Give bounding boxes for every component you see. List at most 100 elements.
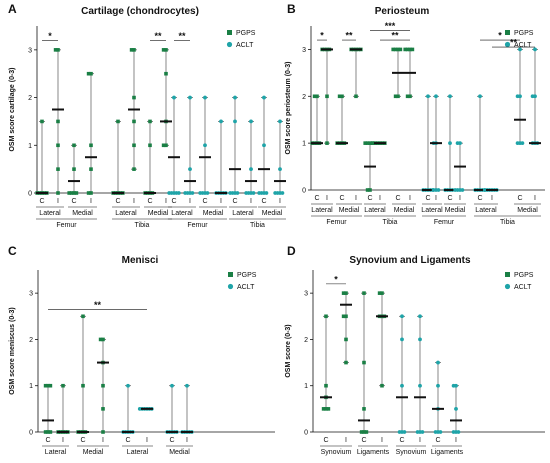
ci-tick-label: C — [367, 195, 372, 202]
data-point-pgps — [324, 383, 328, 388]
bone-label: Tibia — [250, 222, 265, 229]
data-point-pgps — [46, 430, 50, 434]
region-label: Lateral — [311, 207, 333, 214]
y-tick-label: 3 — [304, 291, 308, 298]
region-label: Medial — [445, 207, 466, 214]
data-point-pgps — [132, 95, 136, 100]
data-point-pgps — [371, 141, 375, 145]
data-point-aclt — [400, 383, 404, 388]
data-point-pgps — [341, 314, 346, 319]
region-label: Lateral — [232, 210, 254, 217]
data-point-pgps — [337, 94, 342, 99]
legend-marker-aclt — [227, 283, 234, 290]
data-point-pgps — [86, 191, 91, 195]
data-point-pgps — [74, 191, 79, 195]
data-point-aclt — [190, 191, 195, 195]
data-point-aclt — [448, 94, 452, 99]
data-point-pgps — [72, 191, 76, 195]
data-point-aclt — [400, 314, 404, 319]
data-point-pgps — [56, 191, 60, 195]
data-point-aclt — [203, 143, 207, 148]
data-point-aclt — [482, 188, 487, 192]
panel-title: Periosteum — [375, 6, 430, 17]
y-axis-label: OSM score cartilage (0-3) — [9, 67, 16, 151]
data-point-pgps — [98, 337, 103, 342]
data-point-aclt — [397, 430, 402, 434]
region-label: Medial — [83, 449, 104, 456]
data-point-aclt — [251, 191, 256, 195]
ci-tick-label: C — [202, 198, 207, 205]
region-label: Lateral — [127, 449, 149, 456]
data-point-pgps — [164, 48, 168, 52]
region-label: Lateral — [39, 210, 61, 217]
data-point-pgps — [132, 119, 136, 124]
data-point-pgps — [321, 407, 326, 411]
data-point-pgps — [324, 407, 328, 411]
ci-tick-label: I — [534, 195, 536, 202]
ci-tick-label: I — [381, 437, 383, 444]
ci-tick-label: C — [425, 195, 430, 202]
panel-c: C Menisci OSM score meniscus (0-3) 0 1 2 3 PGPS… — [8, 244, 275, 456]
panel-title: Cartilage (chondrocytes) — [81, 6, 199, 17]
region-label: Lateral — [115, 210, 137, 217]
data-point-aclt — [456, 430, 461, 434]
ci-tick-label: I — [409, 195, 411, 202]
data-point-pgps — [393, 47, 398, 52]
ci-tick-label: I — [435, 195, 437, 202]
data-point-pgps — [396, 47, 400, 52]
data-point-pgps — [340, 94, 344, 99]
bone-label: Tibia — [135, 222, 150, 229]
bone-label: Tibia — [500, 219, 515, 226]
region-label: Lateral — [45, 449, 67, 456]
region-label: Medial — [262, 210, 283, 217]
legend-marker-pgps — [505, 30, 510, 35]
data-point-pgps — [344, 314, 348, 319]
ci-tick-label: C — [447, 195, 452, 202]
legend-label: PGPS — [514, 30, 534, 37]
legend-marker-pgps — [227, 30, 232, 35]
data-point-pgps — [132, 143, 136, 148]
ci-tick-label: I — [459, 195, 461, 202]
data-point-pgps — [324, 314, 328, 319]
data-point-pgps — [362, 407, 366, 411]
data-point-aclt — [183, 191, 188, 195]
data-point-aclt — [418, 314, 422, 319]
bone-label: Femur — [434, 219, 455, 226]
ci-tick-label: C — [45, 437, 50, 444]
data-point-pgps — [56, 48, 60, 52]
data-point-pgps — [365, 188, 370, 192]
ci-tick-label: I — [355, 195, 357, 202]
panel-a: A Cartilage (chondrocytes) OSM score carti… — [8, 2, 286, 229]
data-point-aclt — [434, 94, 438, 99]
legend-label: ACLT — [514, 284, 532, 291]
y-tick-label: 1 — [29, 383, 33, 390]
y-tick-label: 1 — [304, 383, 308, 390]
data-point-pgps — [405, 47, 410, 52]
ci-tick-label: I — [189, 198, 191, 205]
data-point-pgps — [344, 337, 348, 342]
data-point-pgps — [315, 94, 319, 99]
ci-tick-label: I — [419, 437, 421, 444]
significance-label: *** — [385, 21, 396, 31]
data-point-aclt — [426, 94, 430, 99]
data-point-pgps — [326, 407, 331, 411]
legend-marker-pgps — [505, 272, 510, 277]
data-point-pgps — [86, 71, 91, 76]
data-point-pgps — [56, 143, 60, 148]
ci-tick-label: I — [146, 437, 148, 444]
legend-marker-pgps — [228, 272, 233, 277]
data-point-pgps — [325, 141, 329, 145]
data-point-aclt — [431, 188, 436, 192]
data-point-aclt — [436, 188, 441, 192]
data-point-pgps — [89, 191, 93, 195]
data-point-pgps — [81, 314, 85, 319]
y-tick-label: 1 — [302, 141, 306, 148]
ci-tick-label: C — [477, 195, 482, 202]
data-point-aclt — [203, 95, 207, 100]
data-point-aclt — [137, 406, 142, 411]
significance-label: ** — [345, 31, 353, 41]
y-tick-label: 3 — [302, 47, 306, 54]
legend-marker-aclt — [504, 41, 511, 48]
y-tick-label: 0 — [29, 430, 33, 437]
data-point-aclt — [415, 430, 420, 434]
